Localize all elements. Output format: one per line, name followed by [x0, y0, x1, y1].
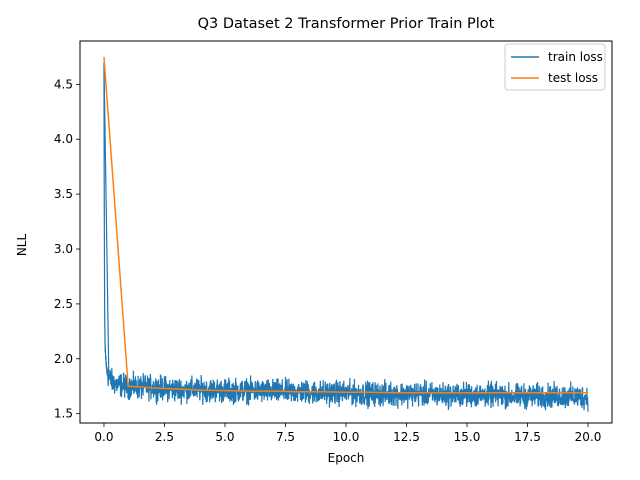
x-tick-label: 20.0 [575, 430, 602, 444]
x-tick-label: 0.0 [94, 430, 113, 444]
y-tick-label: 4.0 [54, 132, 73, 146]
x-axis: 0.0 2.5 5.0 7.5 10.0 12.5 15.0 17.5 20.0 [94, 423, 601, 444]
plot-area [103, 56, 589, 412]
y-tick-label: 1.5 [54, 407, 73, 421]
x-tick-label: 7.5 [276, 430, 295, 444]
legend: train loss test loss [504, 43, 606, 91]
legend-label: test loss [548, 71, 598, 85]
x-tick-label: 2.5 [155, 430, 174, 444]
x-tick-label: 5.0 [215, 430, 234, 444]
y-tick-label: 2.5 [54, 297, 73, 311]
x-axis-title: Epoch [328, 451, 365, 465]
y-tick-label: 4.5 [54, 77, 73, 91]
y-axis: 1.5 2.0 2.5 3.0 3.5 4.0 4.5 [54, 77, 80, 421]
test-loss-line [103, 56, 589, 394]
x-tick-label: 17.5 [514, 430, 541, 444]
y-tick-label: 3.0 [54, 242, 73, 256]
plot-frame [79, 40, 613, 424]
y-tick-label: 2.0 [54, 352, 73, 366]
chart-title: Q3 Dataset 2 Transformer Prior Train Plo… [198, 16, 495, 32]
legend-label: train loss [548, 50, 603, 64]
y-tick-label: 3.5 [54, 187, 73, 201]
x-tick-label: 15.0 [454, 430, 481, 444]
x-tick-label: 10.0 [333, 430, 360, 444]
x-tick-label: 12.5 [393, 430, 420, 444]
y-axis-title: NLL [15, 234, 29, 257]
